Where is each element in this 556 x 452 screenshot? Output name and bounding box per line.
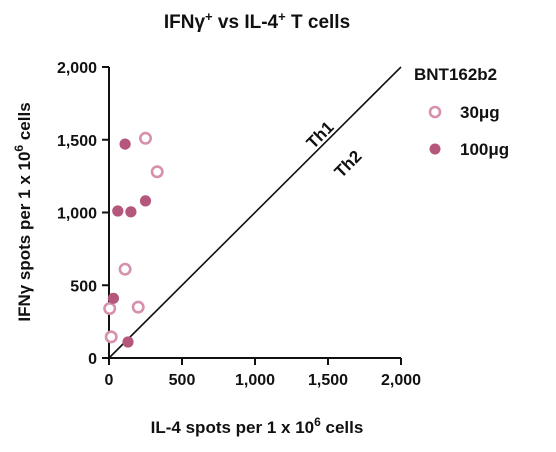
y-tick-label: 1,500 <box>57 133 97 150</box>
x-tick-label: 1,500 <box>308 372 348 389</box>
x-axis-label: IL-4 spots per 1 x 106 cells <box>151 415 364 437</box>
point-100ug <box>139 195 152 207</box>
chart-title-end: T cells <box>286 12 350 33</box>
x-axis-label-sup: 6 <box>314 415 321 429</box>
chart-title-sup2: + <box>278 9 286 24</box>
chart-title-main: IFNγ <box>164 12 206 33</box>
y-axis-label: IFNγ spots per 1 x 106 cells <box>12 102 34 321</box>
point-100ug <box>119 138 131 150</box>
point-30ug <box>131 300 145 314</box>
chart-title-mid: vs IL-4 <box>213 12 279 33</box>
chart-title: IFNγ+ vs IL-4+ T cells <box>164 9 350 33</box>
point-30ug <box>139 131 153 145</box>
y-tick-label: 1,000 <box>57 206 97 223</box>
chart-title-sup1: + <box>205 9 213 24</box>
x-axis-label-end: cells <box>321 418 364 437</box>
x-tick-label: 500 <box>169 372 196 389</box>
x-axis-label-main: IL-4 spots per 1 x 10 <box>151 418 314 437</box>
point-30ug <box>103 301 117 315</box>
y-tick-label: 0 <box>88 351 97 368</box>
data-points <box>103 131 164 348</box>
point-30ug <box>118 262 132 276</box>
y-axis-label-end: cells <box>15 102 34 145</box>
point-100ug <box>112 205 124 217</box>
identity-line <box>108 66 402 359</box>
legend-entry-30ug: 30μg <box>460 103 500 122</box>
point-100ug <box>122 336 134 348</box>
y-axis-label-sup: 6 <box>12 145 26 152</box>
y-axis-label-main: IFNγ spots per 1 x 10 <box>15 152 34 322</box>
x-tick-label: 1,000 <box>235 372 275 389</box>
point-30ug <box>104 330 118 344</box>
y-tick-label: 500 <box>70 278 97 295</box>
axes: 0 500 1,000 1,500 2,000 0 500 1,000 1,500 2,000 <box>57 60 421 389</box>
legend-marker-30ug <box>428 105 442 119</box>
legend-title: BNT162b2 <box>414 65 497 84</box>
x-tick-label: 0 <box>105 372 114 389</box>
legend: BNT162b2 30μg 100μg <box>414 65 509 159</box>
point-30ug <box>150 165 164 179</box>
th2-label: Th2 <box>331 147 366 182</box>
legend-entry-100ug: 100μg <box>460 140 509 159</box>
th1-label: Th1 <box>303 118 338 153</box>
point-100ug <box>125 206 137 218</box>
x-tick-label: 2,000 <box>381 372 421 389</box>
point-100ug <box>107 292 119 304</box>
y-tick-label: 2,000 <box>57 60 97 77</box>
legend-marker-100ug <box>429 143 441 155</box>
